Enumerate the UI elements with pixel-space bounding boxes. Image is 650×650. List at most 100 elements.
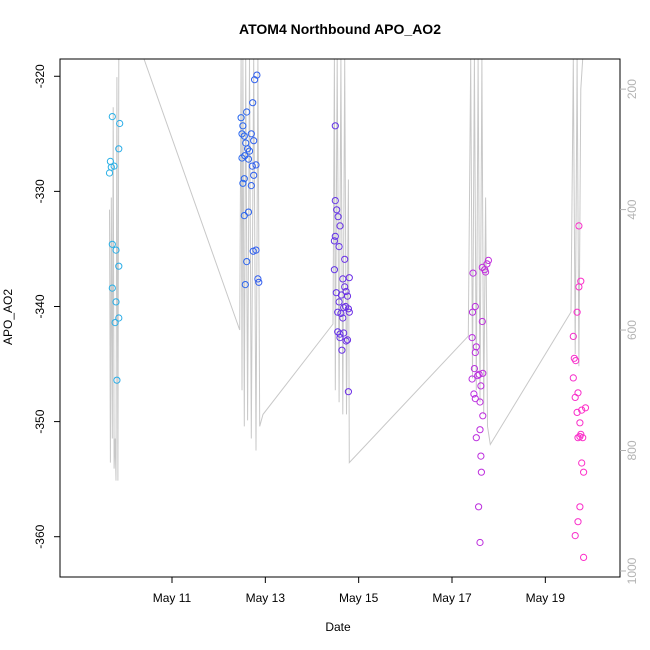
plot-frame [59,58,621,578]
data-point [343,336,352,344]
data-point [581,404,590,412]
data-point [243,258,251,266]
data-point [571,393,579,401]
data-point [239,179,247,187]
data-point [580,468,588,476]
data-point [342,287,350,296]
data-point [105,169,114,177]
data-point [478,317,486,326]
data-point [252,246,260,254]
x-axis-label: Date [325,620,351,634]
data-point [111,319,119,327]
data-point [334,308,342,316]
y-tick-label: -350 [33,409,47,433]
data-point [238,130,246,138]
data-point [336,222,344,230]
y2-tick-label: 1000 [625,557,639,584]
data-point [339,314,347,322]
data-point [338,346,346,354]
data-point [112,298,120,306]
data-point [244,208,253,216]
data-point [345,274,353,282]
data-point [244,155,253,163]
data-point [477,468,485,476]
data-point [250,137,258,145]
data-point [574,518,582,526]
data-point [344,388,352,396]
data-point [477,452,485,460]
data-point [240,175,248,183]
data-point [335,243,343,251]
data-point [341,283,349,291]
data-point [470,390,478,398]
data-point [573,308,581,316]
data-point [331,232,339,240]
data-point [250,171,258,179]
data-point [476,398,484,406]
chart-title: ATOM4 Northbound APO_AO2 [239,21,441,37]
data-point [472,434,480,442]
data-point [243,108,251,116]
data-point [576,503,584,511]
y2-tick-label: 600 [625,320,639,340]
data-point [253,71,261,79]
data-point [247,182,255,190]
data-point [576,433,584,441]
y2-axis-right: 200 400 600 800 1000 [620,79,639,584]
data-point [476,538,484,547]
data-point [578,459,586,467]
data-point [113,376,121,384]
y-tick-label: -340 [33,294,47,318]
data-point [475,503,483,511]
data-point [247,130,255,138]
y-tick-label: -360 [33,524,47,548]
data-point [330,237,338,245]
data-point [249,99,257,107]
data-point [342,337,350,345]
data-point [574,389,582,397]
data-point [470,365,478,373]
series-line [109,58,584,481]
data-point [576,419,584,427]
data-point [108,113,116,121]
data-point [331,197,339,205]
data-point [337,309,345,317]
data-point [468,308,477,316]
data-point [478,263,486,271]
data-point [575,283,583,291]
data-point [471,348,479,357]
data-point [482,268,490,276]
data-point [112,246,120,254]
data-point [341,255,349,263]
data-point [343,292,352,300]
y2-tick-label: 800 [625,440,639,460]
data-point [469,269,477,277]
data-point [479,412,487,420]
x-tick-label: May 15 [339,591,379,605]
data-point [240,212,248,220]
x-tick-label: May 17 [432,591,472,605]
data-point [336,330,344,338]
data-point [245,147,254,155]
data-point [578,406,586,414]
data-point [252,161,260,169]
data-point [108,284,116,292]
point-layer [105,71,590,562]
data-point [240,132,248,140]
x-tick-label: May 11 [153,591,192,605]
data-point [479,369,487,377]
data-point [571,532,579,540]
data-point [110,162,118,170]
y2-tick-label: 200 [625,79,639,99]
data-point [575,222,583,230]
data-point [468,334,476,342]
data-point [254,275,262,283]
data-point [331,122,339,130]
y2-tick-label: 400 [625,199,639,219]
data-point [334,213,342,221]
data-point [471,395,479,403]
y-axis: -320 -330 -340 -350 -360 [33,64,60,549]
data-point [468,375,476,383]
data-point [239,122,247,130]
